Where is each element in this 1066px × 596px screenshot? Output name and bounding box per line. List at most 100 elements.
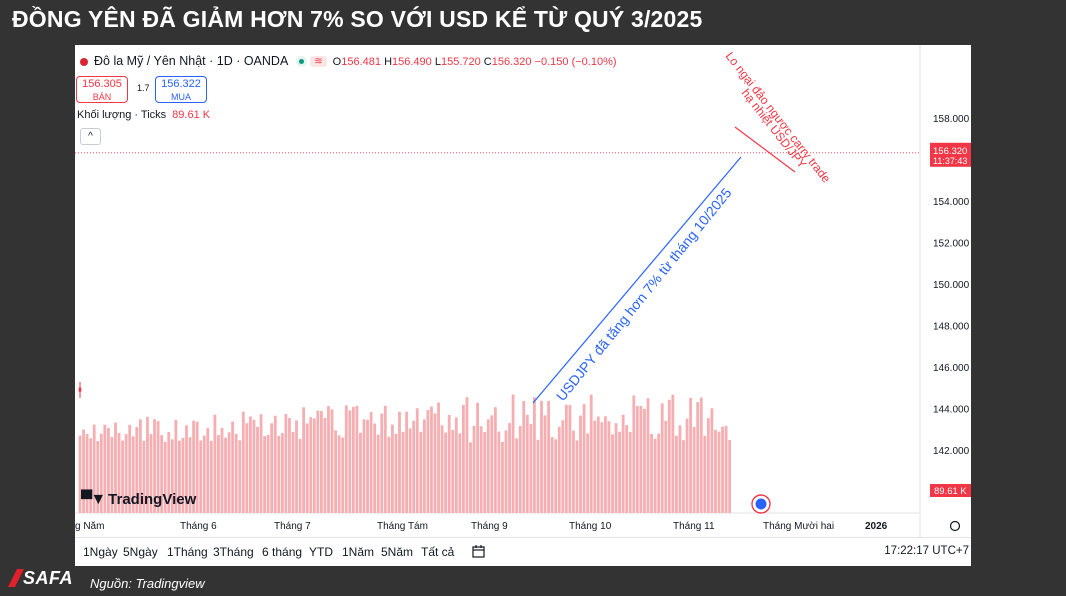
open-value: 156.481 bbox=[341, 56, 381, 68]
close-label: C bbox=[483, 56, 492, 68]
range-button-3[interactable]: 3Tháng bbox=[213, 545, 254, 559]
volume-bar bbox=[309, 417, 313, 513]
volume-bar bbox=[497, 431, 501, 513]
volume-bar bbox=[114, 422, 117, 513]
volume-bar bbox=[440, 425, 444, 513]
time-tick-label: Tháng 9 bbox=[471, 521, 508, 532]
volume-bar bbox=[117, 432, 121, 513]
price-tick-label: 142.000 bbox=[933, 446, 970, 457]
range-button-7[interactable]: 5Năm bbox=[381, 545, 414, 559]
volume-bar bbox=[401, 431, 405, 513]
volume-bar bbox=[650, 433, 653, 513]
volume-bar bbox=[398, 411, 401, 513]
volume-tag bbox=[930, 484, 971, 497]
volume-bar bbox=[415, 408, 419, 513]
volume-bar bbox=[234, 433, 238, 513]
volume-bar bbox=[515, 438, 519, 513]
volume-bar bbox=[192, 420, 195, 513]
volume-bar bbox=[696, 402, 700, 513]
volume-bar bbox=[206, 428, 210, 513]
buy-price: 156.322 bbox=[161, 78, 201, 90]
volume-bar bbox=[685, 418, 689, 513]
volume-bar bbox=[706, 418, 710, 513]
volume-bar bbox=[525, 414, 529, 513]
volume-bar bbox=[209, 440, 213, 513]
buy-button[interactable]: 156.322 MUA bbox=[155, 76, 207, 103]
volume-bar bbox=[724, 425, 728, 513]
volume-bar bbox=[430, 406, 433, 513]
volume-bar bbox=[422, 419, 426, 513]
volume-bar bbox=[465, 397, 469, 513]
sell-button[interactable]: 156.305 BÁN bbox=[76, 76, 128, 103]
open-label: O bbox=[332, 56, 342, 68]
volume-bar bbox=[330, 409, 334, 513]
volume-bar bbox=[472, 425, 476, 513]
range-button-5[interactable]: YTD bbox=[309, 545, 333, 559]
range-button-8[interactable]: Tất cả bbox=[421, 545, 455, 559]
time-tick-label: Tháng 11 bbox=[673, 521, 715, 532]
volume-bar bbox=[316, 410, 320, 513]
symbol-title[interactable]: Đô la Mỹ / Yên Nhật · 1D · OANDA bbox=[94, 54, 289, 68]
volume-bar bbox=[717, 431, 721, 513]
volume-bar bbox=[653, 438, 657, 513]
volume-bar bbox=[355, 405, 359, 513]
volume-bar bbox=[657, 433, 661, 513]
range-button-0[interactable]: 1Ngày bbox=[83, 545, 118, 559]
volume-bar bbox=[178, 440, 181, 513]
volume-bar bbox=[511, 394, 515, 513]
volume-bar bbox=[675, 435, 678, 513]
volume-bar bbox=[518, 425, 522, 513]
volume-bar bbox=[92, 424, 96, 513]
volume-bar bbox=[323, 417, 327, 513]
price-tick-label: 154.000 bbox=[933, 197, 970, 208]
range-button-1[interactable]: 5Ngày bbox=[123, 545, 158, 559]
volume-bar bbox=[639, 405, 643, 513]
volume-bar bbox=[273, 415, 277, 513]
last-price-tag-value: 156.320 bbox=[933, 146, 967, 157]
tradingview-logo: ▀▼ TradingView bbox=[81, 491, 196, 509]
range-button-4[interactable]: 6 tháng bbox=[262, 545, 303, 559]
volume-bar bbox=[156, 421, 160, 513]
price-tick-label: 152.000 bbox=[933, 238, 970, 249]
event-marker-icon[interactable] bbox=[751, 494, 771, 514]
volume-bar bbox=[501, 441, 504, 513]
tradingview-logo-text: TradingView bbox=[108, 491, 197, 508]
volume-bar bbox=[199, 440, 203, 513]
clock[interactable]: 17:22:17 UTC+7 bbox=[884, 545, 969, 557]
volume-bar bbox=[454, 417, 458, 513]
volume-bar bbox=[327, 406, 330, 513]
range-button-6[interactable]: 1Năm bbox=[342, 545, 375, 559]
ohlc-readout: O156.481 H156.490 L155.720 C156.320 −0.1… bbox=[333, 56, 617, 68]
chart-panel[interactable]: 158.000156.000154.000152.000150.000148.0… bbox=[75, 45, 971, 566]
volume-bar bbox=[703, 435, 707, 513]
calendar-icon[interactable] bbox=[472, 544, 486, 558]
volume-legend[interactable]: Khối lượng · Ticks 89.61 K bbox=[77, 109, 210, 121]
volume-bar bbox=[82, 429, 85, 513]
volume-bar bbox=[564, 404, 568, 513]
volume-bar bbox=[547, 400, 550, 513]
close-value: 156.320 bbox=[491, 56, 532, 68]
volume-bar bbox=[394, 433, 398, 513]
volume-bar bbox=[550, 437, 554, 513]
volume-bar bbox=[667, 399, 671, 513]
volume-bar bbox=[554, 439, 558, 513]
volume-bar bbox=[280, 433, 284, 513]
high-label: H bbox=[384, 56, 393, 68]
volume-bar bbox=[483, 432, 487, 513]
indicator-badge[interactable]: ≋ bbox=[310, 56, 327, 68]
collapse-legend-button[interactable]: ^ bbox=[80, 128, 101, 145]
volume-bar bbox=[664, 420, 668, 513]
axis-settings-icon[interactable] bbox=[949, 520, 961, 532]
volume-bar bbox=[646, 398, 650, 513]
volume-bar bbox=[533, 397, 536, 513]
range-button-2[interactable]: 1Tháng bbox=[167, 545, 208, 559]
headline: ĐỒNG YÊN ĐÃ GIẢM HƠN 7% SO VỚI USD KỂ TỪ… bbox=[12, 6, 703, 32]
volume-bar bbox=[231, 421, 235, 513]
volume-bar bbox=[699, 397, 703, 513]
volume-bar bbox=[611, 434, 614, 513]
chart-canvas[interactable]: 158.000156.000154.000152.000150.000148.0… bbox=[75, 45, 971, 537]
volume-bar bbox=[380, 413, 384, 513]
volume-bar bbox=[185, 425, 188, 513]
volume-bar bbox=[277, 435, 281, 513]
volume-bar bbox=[476, 402, 479, 513]
